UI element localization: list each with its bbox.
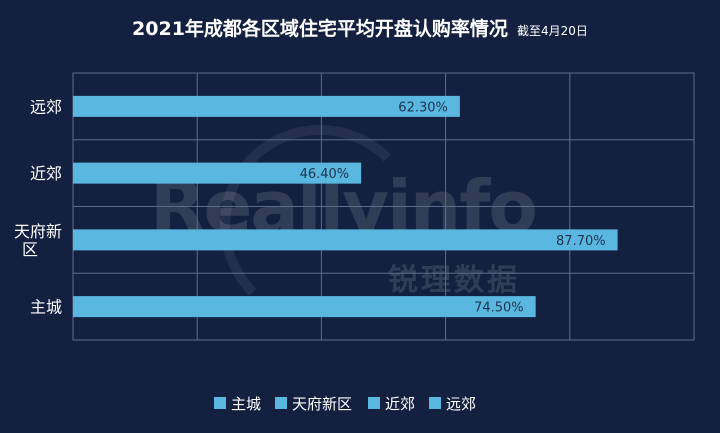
- grid-layer: [72, 72, 695, 341]
- data-label: 62.30%: [398, 100, 448, 115]
- legend-swatch: [214, 397, 226, 409]
- legend-swatch: [429, 397, 441, 409]
- category-tick-label: 主城: [30, 298, 62, 317]
- legend-swatch: [275, 397, 287, 409]
- bar: [73, 162, 362, 184]
- category-tick-label: 区: [22, 240, 38, 259]
- legend-swatch: [368, 397, 380, 409]
- bars-layer: [73, 95, 618, 318]
- data-label: 74.50%: [474, 301, 524, 316]
- labels-layer: 62.30% 远郊 46.40% 近郊 87.70% 天府新区 74.50% 主城: [14, 97, 606, 316]
- bar: [73, 95, 460, 117]
- legend-entry-label: 远郊: [446, 395, 476, 413]
- bar: [73, 229, 618, 251]
- category-tick-label: 天府新: [14, 222, 62, 241]
- legend-entry-label: 主城: [231, 395, 261, 413]
- chart-subtitle: 截至4月20日: [517, 24, 588, 38]
- chart-title: 2021年成都各区域住宅平均开盘认购率情况: [132, 18, 508, 40]
- chart-title-row: 2021年成都各区域住宅平均开盘认购率情况 截至4月20日: [0, 14, 720, 41]
- legend: 主城 天府新区 近郊 远郊: [214, 395, 476, 413]
- category-tick-label: 近郊: [30, 164, 62, 183]
- category-tick-label: 远郊: [30, 97, 62, 116]
- data-label: 46.40%: [300, 167, 350, 182]
- legend-entry-label: 天府新区: [292, 395, 352, 413]
- bar: [73, 296, 536, 318]
- legend-entry-label: 近郊: [385, 395, 415, 413]
- data-label: 87.70%: [556, 234, 606, 249]
